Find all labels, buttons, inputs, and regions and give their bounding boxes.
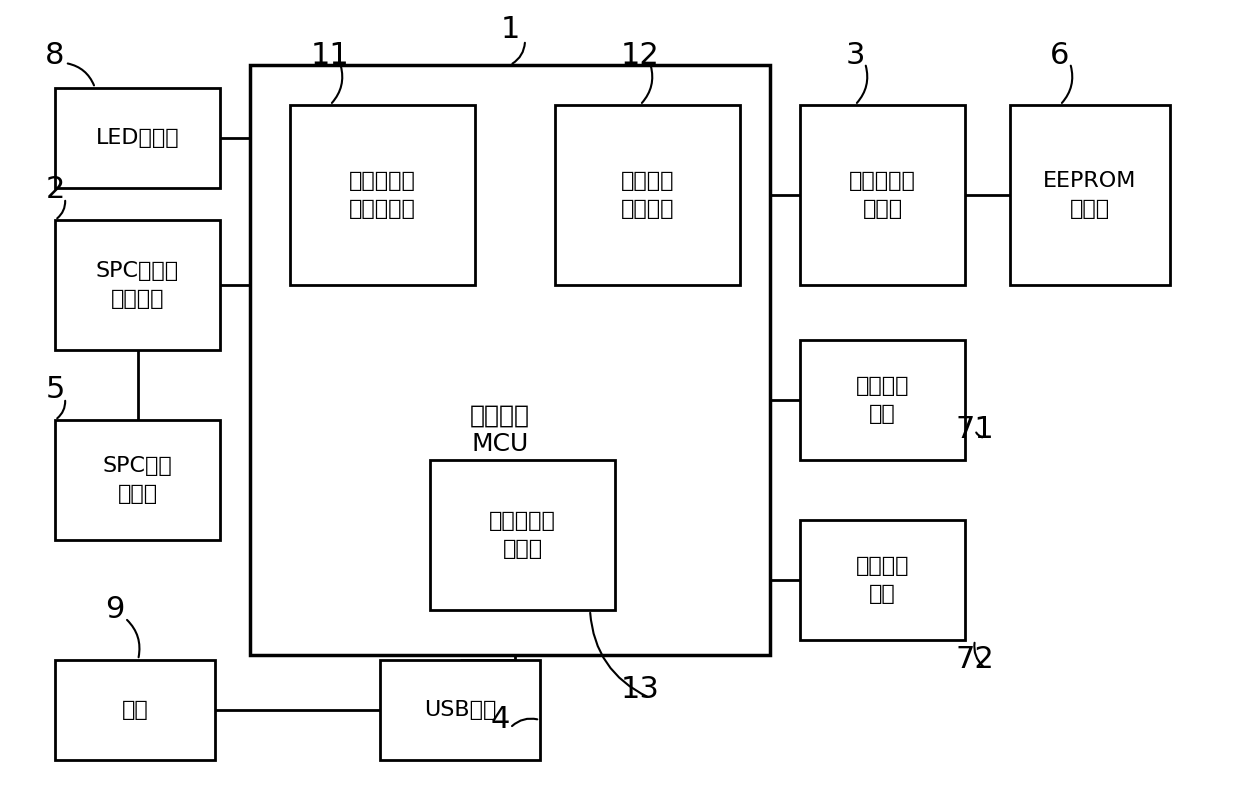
Text: 主控制器
MCU: 主控制器 MCU xyxy=(470,404,529,456)
Bar xyxy=(800,105,965,285)
Text: 第一校准
按钮: 第一校准 按钮 xyxy=(856,376,909,424)
Bar xyxy=(800,340,965,460)
Text: 6: 6 xyxy=(1050,41,1070,70)
Bar xyxy=(379,660,539,760)
Bar xyxy=(800,520,965,640)
Text: 72: 72 xyxy=(956,646,994,674)
Text: 测量数据
校正模块: 测量数据 校正模块 xyxy=(621,171,675,219)
Bar xyxy=(1011,105,1171,285)
Text: 5: 5 xyxy=(46,376,64,404)
Text: 数据转换传
输模块: 数据转换传 输模块 xyxy=(489,511,556,559)
Bar xyxy=(55,220,219,350)
Text: 11: 11 xyxy=(311,41,350,70)
Text: 8: 8 xyxy=(45,41,64,70)
Bar xyxy=(556,105,740,285)
Text: SPC位移
传感器: SPC位移 传感器 xyxy=(103,456,172,504)
Text: 12: 12 xyxy=(621,41,660,70)
Bar xyxy=(290,105,475,285)
Text: 3: 3 xyxy=(846,41,864,70)
Text: 4: 4 xyxy=(490,706,510,734)
Text: 第二校准
按钮: 第二校准 按钮 xyxy=(856,556,909,604)
Text: SPC位移传
感器接口: SPC位移传 感器接口 xyxy=(95,261,179,309)
Text: 主机: 主机 xyxy=(122,700,149,720)
Bar xyxy=(430,460,615,610)
Text: USB接口: USB接口 xyxy=(424,700,496,720)
Text: 校准数据存
储接口: 校准数据存 储接口 xyxy=(849,171,916,219)
Text: 2: 2 xyxy=(46,176,64,205)
Bar xyxy=(250,65,770,655)
Bar xyxy=(55,660,215,760)
Text: 9: 9 xyxy=(105,595,125,625)
Text: 通讯协议识
别匹配模块: 通讯协议识 别匹配模块 xyxy=(350,171,415,219)
Text: EEPROM
存储器: EEPROM 存储器 xyxy=(1043,171,1137,219)
Bar xyxy=(55,420,219,540)
Text: 13: 13 xyxy=(620,675,660,705)
Text: 71: 71 xyxy=(956,415,994,444)
Text: LED指示灯: LED指示灯 xyxy=(95,128,180,148)
Text: 1: 1 xyxy=(500,15,520,45)
Bar xyxy=(55,88,219,188)
